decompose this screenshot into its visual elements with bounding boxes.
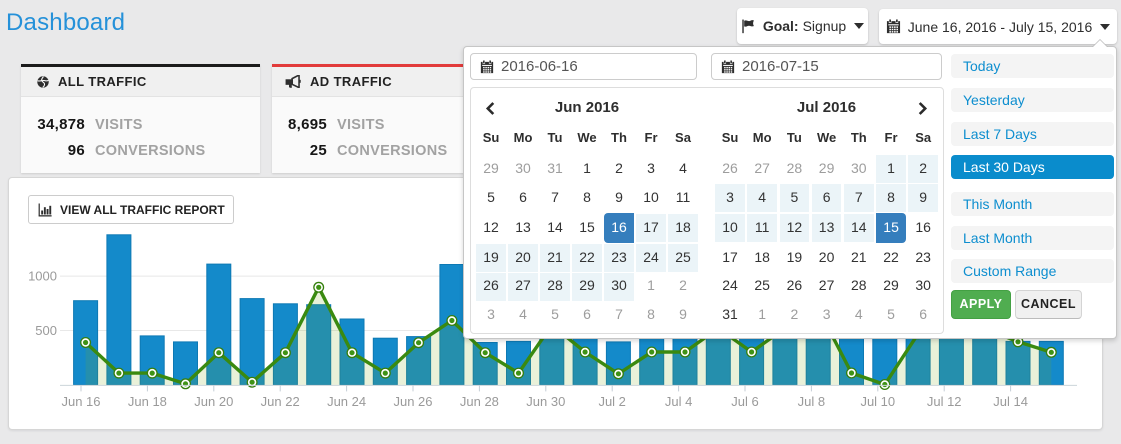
svg-text:Jul 8: Jul 8 [798,394,825,409]
svg-text:Jun 16: Jun 16 [61,394,100,409]
svg-text:Jul 12: Jul 12 [927,394,962,409]
svg-text:500: 500 [35,323,57,338]
svg-text:Jun 24: Jun 24 [327,394,366,409]
svg-text:Jul 6: Jul 6 [731,394,758,409]
svg-text:1000: 1000 [28,269,57,284]
svg-text:Jun 28: Jun 28 [460,394,499,409]
svg-text:Jun 26: Jun 26 [393,394,432,409]
svg-text:Jun 20: Jun 20 [194,394,233,409]
svg-text:Jul 2: Jul 2 [598,394,625,409]
svg-text:Jul 10: Jul 10 [860,394,895,409]
svg-text:Jun 22: Jun 22 [261,394,300,409]
svg-text:Jun 30: Jun 30 [526,394,565,409]
svg-text:Jul 4: Jul 4 [665,394,692,409]
svg-text:Jul 14: Jul 14 [993,394,1028,409]
svg-text:Jun 18: Jun 18 [128,394,167,409]
